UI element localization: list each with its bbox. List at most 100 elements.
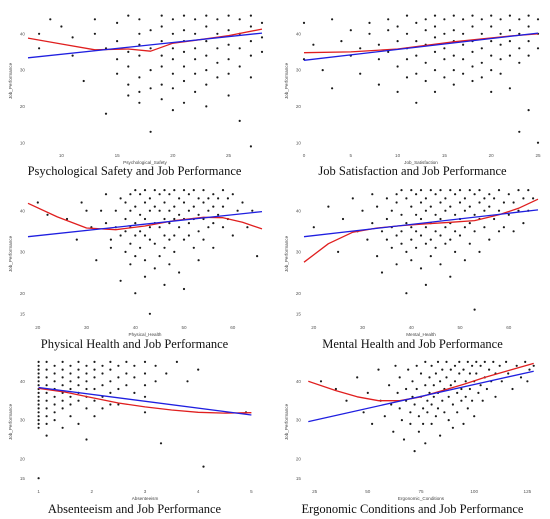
chart-6-point-25 [411, 395, 414, 398]
chart-2-linear-fit-line [303, 32, 539, 61]
chart-2-point-95 [527, 54, 530, 57]
chart-3-point-56 [158, 255, 161, 258]
chart-1-point-6 [82, 79, 85, 83]
chart-5-point-33 [53, 395, 56, 398]
chart-3-point-43 [148, 197, 151, 200]
chart-4-point-38 [415, 213, 418, 216]
chart-4-point-90 [473, 193, 476, 196]
chart-4-point-31 [405, 292, 408, 295]
chart-6-point-46 [432, 384, 435, 387]
chart-4-point-40 [415, 246, 418, 249]
chart-3-point-84 [187, 222, 190, 225]
chart-6-point-60 [445, 376, 448, 379]
chart-3-point-78 [182, 201, 186, 204]
chart-4-point-14 [385, 197, 388, 200]
chart-3-point-22 [129, 193, 132, 196]
chart-3-point-110 [226, 197, 229, 200]
chart-5-y-tick-3: 40 [20, 379, 26, 384]
chart-3-point-106 [217, 213, 220, 216]
chart-1-point-53 [194, 18, 197, 21]
chart-3-point-51 [153, 242, 156, 245]
chart-1-point-12 [116, 40, 119, 43]
chart-4-x-tick-0: 20 [311, 325, 317, 330]
chart-6-point-109 [526, 380, 529, 383]
chart-6-point-50 [436, 360, 440, 363]
chart-1-point-75 [227, 72, 230, 75]
chart-2-x-tick-2: 10 [395, 153, 401, 158]
chart-4-point-101 [488, 193, 491, 196]
chart-2-point-28 [415, 21, 418, 24]
chart-3-point-60 [163, 234, 166, 237]
chart-3-point-107 [221, 189, 225, 192]
chart-5-point-87 [125, 372, 128, 375]
chart-5-point-21 [45, 376, 48, 379]
chart-1-point-89 [260, 36, 264, 39]
chart-4-point-75 [454, 213, 457, 216]
chart-4-point-93 [473, 308, 476, 311]
chart-5-point-84 [117, 387, 120, 391]
chart-2-point-18 [387, 50, 390, 54]
chart-6-point-40 [426, 411, 429, 414]
chart-6-point-36 [424, 360, 427, 363]
chart-5-point-69 [93, 387, 96, 391]
chart-2-point-50 [452, 29, 455, 32]
chart-3-point-61 [163, 246, 166, 249]
chart-3-point-55 [158, 226, 161, 229]
chart-1-point-7 [93, 18, 96, 21]
chart-3-point-20 [124, 230, 127, 233]
chart-5-point-36 [53, 419, 56, 422]
chart-3-point-13 [114, 209, 117, 212]
chart-1-point-57 [194, 72, 197, 75]
chart-4-point-32 [410, 189, 413, 192]
chart-2-point-24 [405, 32, 409, 35]
chart-1-point-19 [127, 94, 130, 97]
chart-4-y-tick-0: 15 [296, 311, 302, 316]
chart-6-point-81 [468, 372, 471, 375]
chart-1-point-5 [71, 54, 74, 57]
chart-2-point-67 [480, 32, 483, 35]
chart-6-point-48 [434, 372, 437, 375]
chart-1-point-45 [171, 109, 174, 112]
chart-3-y-tick-0: 15 [20, 311, 26, 316]
chart-4-point-68 [444, 242, 447, 245]
chart-2-point-68 [480, 47, 483, 50]
chart-5-point-60 [85, 372, 88, 375]
chart-2-point-11 [368, 21, 371, 24]
chart-5-point-78 [109, 368, 112, 371]
chart-5-x-tick-2: 3 [144, 489, 147, 494]
chart-1-point-87 [249, 145, 252, 148]
chart-5-point-77 [109, 360, 112, 363]
chart-5-point-31 [53, 380, 56, 383]
chart-4-x-tick-1: 30 [360, 325, 366, 330]
chart-4-point-118 [522, 222, 525, 225]
chart-3-point-83 [187, 209, 190, 212]
chart-3-point-102 [212, 205, 215, 208]
chart-1-point-73 [227, 43, 230, 46]
chart-3-point-70 [173, 217, 176, 221]
chart-5-y-tick-0: 15 [20, 476, 26, 481]
chart-5-point-20 [45, 368, 48, 371]
chart-3-x-tick-0: 20 [35, 325, 41, 330]
chart-1-point-59 [205, 14, 208, 17]
chart-4-point-56 [434, 193, 437, 196]
chart-5-point-70 [93, 399, 96, 402]
chart-6-point-2 [345, 399, 348, 402]
chart-5-point-58 [77, 422, 80, 425]
chart-1-point-54 [194, 32, 197, 35]
chart-5-point-59 [85, 364, 88, 367]
chart-3-point-89 [192, 246, 195, 249]
chart-5-svg: Job_Performance Absenteeism 15 20 30 40 1 2 3 4 5 [8, 360, 253, 501]
chart-3-svg: Job_Performance Physical_Health 15 20 30 40 20… [8, 189, 263, 337]
chart-4-y-tick-2: 30 [296, 250, 302, 255]
chart-1-point-65 [205, 105, 208, 108]
chart-3-point-108 [221, 205, 225, 208]
chart-3-point-105 [217, 197, 220, 200]
chart-6-point-96 [488, 368, 491, 371]
chart-4-point-23 [395, 263, 398, 266]
chart-2-x-tick-5: 25 [535, 153, 541, 158]
chart-2-point-44 [443, 18, 446, 21]
chart-5-point-86 [125, 360, 128, 363]
chart-6-point-77 [464, 380, 467, 383]
chart-2-point-78 [499, 32, 502, 35]
chart-3-point-5 [85, 209, 88, 212]
